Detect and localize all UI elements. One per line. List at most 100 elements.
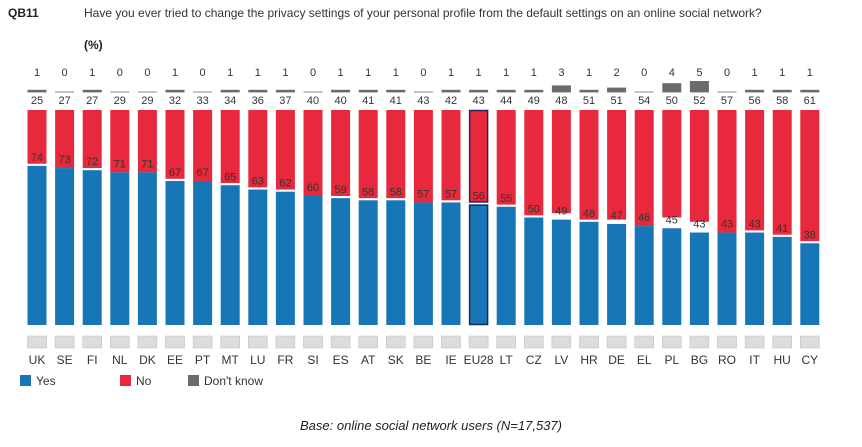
yes-value-lt: 55 <box>500 193 512 205</box>
no-value-it: 56 <box>748 95 760 107</box>
flag-icon-hu <box>772 335 792 349</box>
dont-know-bar-lv <box>551 85 571 92</box>
no-bar-cy <box>800 110 820 242</box>
category-label-pt: PT <box>195 353 211 367</box>
dont-know-value-be: 0 <box>420 67 426 79</box>
no-bar-mt <box>220 110 240 184</box>
no-value-bg: 52 <box>693 95 705 107</box>
yes-bar-dk <box>137 172 157 325</box>
no-value-lt: 44 <box>500 95 512 107</box>
no-bar-fr <box>275 110 295 190</box>
dont-know-bar-hu <box>772 89 792 92</box>
flag-icon-sk <box>386 335 406 349</box>
yes-value-ee: 67 <box>169 167 181 179</box>
no-value-be: 43 <box>417 95 429 107</box>
yes-value-pt: 67 <box>196 167 208 179</box>
yes-value-fr: 62 <box>279 178 291 190</box>
no-bar-at <box>358 110 378 199</box>
no-bar-pl <box>662 110 682 218</box>
dont-know-value-se: 0 <box>62 67 68 79</box>
no-bar-hr <box>579 110 599 220</box>
legend-label-yes: Yes <box>36 374 56 388</box>
no-bar-it <box>745 110 765 231</box>
flag-icon-at <box>358 335 378 349</box>
yes-bar-lu <box>248 189 268 325</box>
yes-value-bg: 43 <box>693 219 705 231</box>
flag-icon-lu <box>248 335 268 349</box>
no-value-lu: 36 <box>252 95 264 107</box>
dont-know-bar-at <box>358 89 378 92</box>
category-label-nl: NL <box>112 353 128 367</box>
no-value-ie: 42 <box>445 95 457 107</box>
flag-icon-hr <box>579 335 599 349</box>
yes-value-se: 73 <box>58 154 70 166</box>
no-value-uk: 25 <box>31 95 43 107</box>
no-value-ro: 57 <box>721 95 733 107</box>
no-bar-be <box>413 110 433 203</box>
legend-swatch-no <box>120 375 131 386</box>
dont-know-value-ro: 0 <box>724 67 730 79</box>
dont-know-bar-pl <box>662 83 682 92</box>
yes-bar-eu28 <box>469 204 489 325</box>
question-text: Have you ever tried to change the privac… <box>84 6 762 20</box>
category-label-lv: LV <box>555 353 569 367</box>
legend-item-dont-know: Don't know <box>188 374 263 388</box>
legend-label-no: No <box>136 374 152 388</box>
stacked-bar-chart: 12574UK02773SE12772FI02971NL02971DK13267… <box>27 67 820 367</box>
flag-icon-cy <box>800 335 820 349</box>
dont-know-bar-hr <box>579 89 599 92</box>
dont-know-value-lu: 1 <box>255 67 261 79</box>
flag-icon-it <box>744 335 765 349</box>
no-bar-ee <box>165 110 185 179</box>
dont-know-bar-fr <box>275 89 295 92</box>
no-bar-bg <box>689 110 709 222</box>
no-bar-el <box>634 110 654 227</box>
flag-icon-ro <box>717 335 737 349</box>
yes-bar-fr <box>275 191 295 325</box>
dont-know-bar-ee <box>165 89 185 92</box>
no-bar-fi <box>82 110 102 169</box>
dont-know-bar-lt <box>496 89 516 92</box>
dont-know-value-uk: 1 <box>34 67 40 79</box>
yes-bar-be <box>413 202 433 325</box>
no-bar-ie <box>441 110 461 201</box>
no-bar-ro <box>717 110 737 233</box>
dont-know-value-hr: 1 <box>586 67 592 79</box>
no-bar-eu28 <box>469 110 489 203</box>
yes-value-dk: 71 <box>141 158 153 170</box>
yes-value-be: 57 <box>417 188 429 200</box>
category-label-cy: CY <box>801 353 818 367</box>
dont-know-value-at: 1 <box>365 67 371 79</box>
category-label-ie: IE <box>445 353 456 367</box>
dont-know-bar-uk <box>27 89 47 92</box>
dont-know-bar-sk <box>386 89 406 92</box>
dont-know-value-el: 0 <box>641 67 647 79</box>
yes-bar-es <box>331 198 351 325</box>
category-label-lu: LU <box>250 353 265 367</box>
category-label-si: SI <box>307 353 318 367</box>
legend-swatch-yes <box>20 375 31 386</box>
yes-bar-fi <box>82 170 102 325</box>
dont-know-value-fr: 1 <box>282 67 288 79</box>
yes-bar-lt <box>496 206 516 325</box>
dont-know-value-es: 1 <box>338 67 344 79</box>
yes-value-uk: 74 <box>31 152 43 164</box>
category-label-be: BE <box>415 353 431 367</box>
dont-know-value-lt: 1 <box>503 67 509 79</box>
dont-know-bar-fi <box>82 89 102 92</box>
flag-icon-fi <box>82 335 102 349</box>
dont-know-value-eu28: 1 <box>476 67 482 79</box>
flag-icon-es <box>330 335 351 349</box>
no-value-mt: 34 <box>224 95 236 107</box>
yes-value-it: 43 <box>748 219 760 231</box>
dont-know-value-si: 0 <box>310 67 316 79</box>
no-value-es: 40 <box>334 95 346 107</box>
dont-know-bar-es <box>331 89 351 92</box>
legend-item-no: No <box>120 374 151 388</box>
yes-bar-lv <box>551 219 571 325</box>
highlight-border-no-eu28 <box>468 109 489 203</box>
flag-icon-mt <box>220 335 240 349</box>
flag-icon-el <box>634 335 654 349</box>
yes-value-es: 59 <box>334 184 346 196</box>
no-value-ee: 32 <box>169 95 181 107</box>
